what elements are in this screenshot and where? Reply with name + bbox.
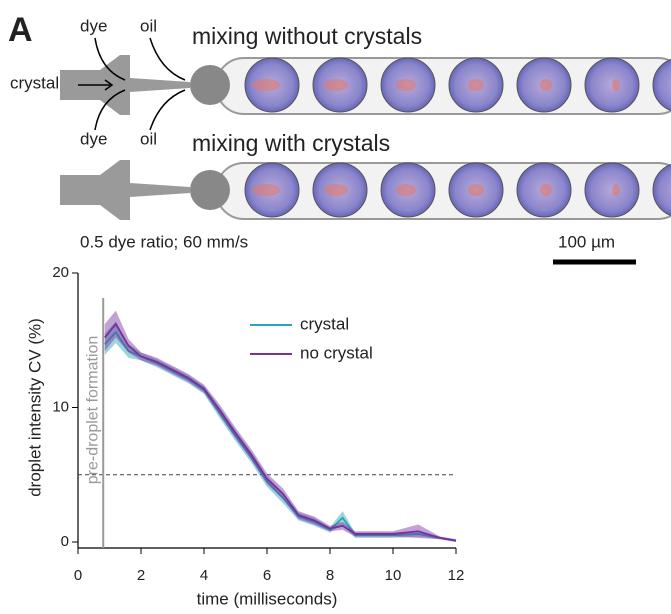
dye-streak xyxy=(252,79,280,91)
panel-label: A xyxy=(8,11,33,49)
dye-streak xyxy=(252,184,280,196)
scale-label: 100 µm xyxy=(558,232,615,251)
x-tick-label: 8 xyxy=(326,567,334,584)
dye-streak xyxy=(540,79,552,91)
label: oil xyxy=(140,129,157,148)
x-axis-label: time (milliseconds) xyxy=(197,589,338,608)
dye-streak xyxy=(396,79,416,91)
annotation: pre-droplet formation xyxy=(84,336,101,485)
droplet-forming xyxy=(190,65,230,105)
conditions: 0.5 dye ratio; 60 mm/s xyxy=(80,232,248,251)
dye-streak xyxy=(468,184,484,196)
legend-label: crystal xyxy=(300,314,349,333)
dye-streak xyxy=(612,184,620,196)
label: dye xyxy=(80,129,107,148)
row-title: mixing without crystals xyxy=(192,23,422,49)
dye-streak xyxy=(324,79,348,91)
y-tick-label: 0 xyxy=(61,533,69,550)
nozzle xyxy=(60,160,190,220)
series-line xyxy=(105,324,456,541)
label: dye xyxy=(80,16,107,35)
row-title: mixing with crystals xyxy=(192,130,390,156)
x-tick-label: 2 xyxy=(137,567,145,584)
dye-streak xyxy=(396,184,416,196)
x-tick-label: 6 xyxy=(263,567,271,584)
dye-streak xyxy=(468,79,484,91)
figure: A dye oil crystal dye oil mixing without… xyxy=(0,0,671,614)
label: oil xyxy=(140,16,157,35)
error-band xyxy=(105,311,456,542)
y-tick-label: 20 xyxy=(52,264,69,281)
dye-streak xyxy=(612,79,620,91)
y-axis-label: droplet intensity CV (%) xyxy=(25,318,44,497)
dye-streak xyxy=(540,184,552,196)
x-tick-label: 4 xyxy=(200,567,208,584)
label: crystal xyxy=(10,73,59,92)
x-tick-label: 10 xyxy=(385,567,402,584)
x-tick-label: 0 xyxy=(74,567,82,584)
chart: 0 10 20 0 2 4 6 8 10 12 time (milliseconds) droplet… xyxy=(25,264,464,609)
legend-label: no crystal xyxy=(300,343,373,362)
dye-streak xyxy=(324,184,348,196)
droplet-forming xyxy=(190,170,230,210)
y-tick-label: 10 xyxy=(52,398,69,415)
x-tick-label: 12 xyxy=(448,567,465,584)
